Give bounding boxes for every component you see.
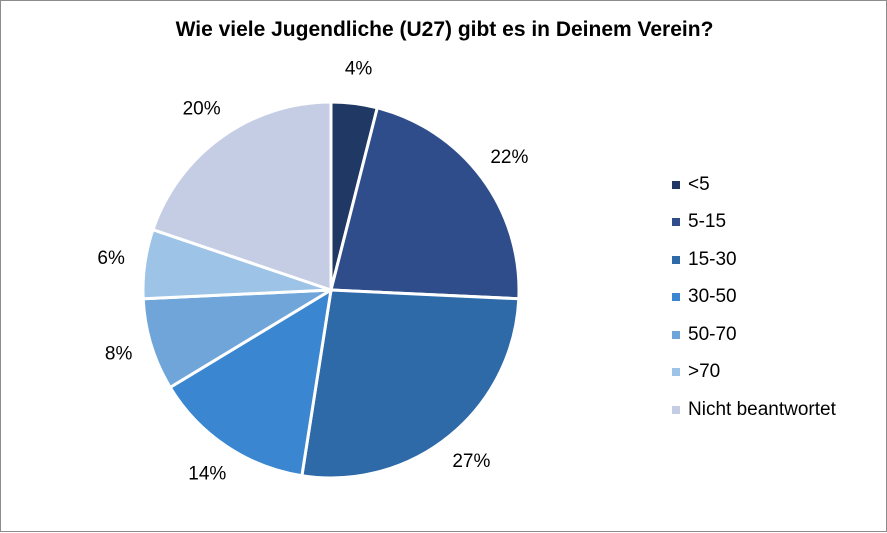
pie-slice [151,100,333,293]
legend: <5 5-15 15-30 30-50 50-70 >70 Nicht beantworte… [672,166,836,429]
legend-label: 50-70 [688,323,737,345]
chart-title: Wie viele Jugendliche (U27) gibt es in D… [175,18,714,41]
data-label: 14% [188,463,226,484]
pie-slice [329,105,521,301]
legend-item: >70 [672,354,836,392]
legend-label: 30-50 [688,286,737,308]
data-label: 6% [97,248,125,269]
pie-slice [168,287,333,478]
legend-item: 50-70 [672,316,836,354]
data-label: 20% [183,99,221,120]
legend-label: Nicht beantwortet [688,398,836,420]
legend-item: Nicht beantwortet [672,391,836,429]
data-label: 4% [345,59,373,80]
data-label: 27% [452,451,490,472]
legend-item: 30-50 [672,279,836,317]
pie-slice [141,288,332,390]
data-label: 22% [490,147,528,168]
data-label: 8% [105,344,133,365]
legend-item: 15-30 [672,241,836,279]
legend-swatch [672,293,680,302]
legend-item: <5 [672,166,836,204]
legend-swatch [672,255,680,264]
legend-item: 5-15 [672,204,836,242]
legend-label: 5-15 [688,211,727,233]
pie-slice [300,288,521,480]
legend-label: <5 [688,173,710,195]
legend-swatch [672,368,680,377]
legend-label: 15-30 [688,248,737,270]
legend-swatch [672,180,680,189]
legend-swatch [672,330,680,339]
legend-label: >70 [688,361,721,383]
legend-swatch [672,405,680,414]
legend-swatch [672,218,680,227]
